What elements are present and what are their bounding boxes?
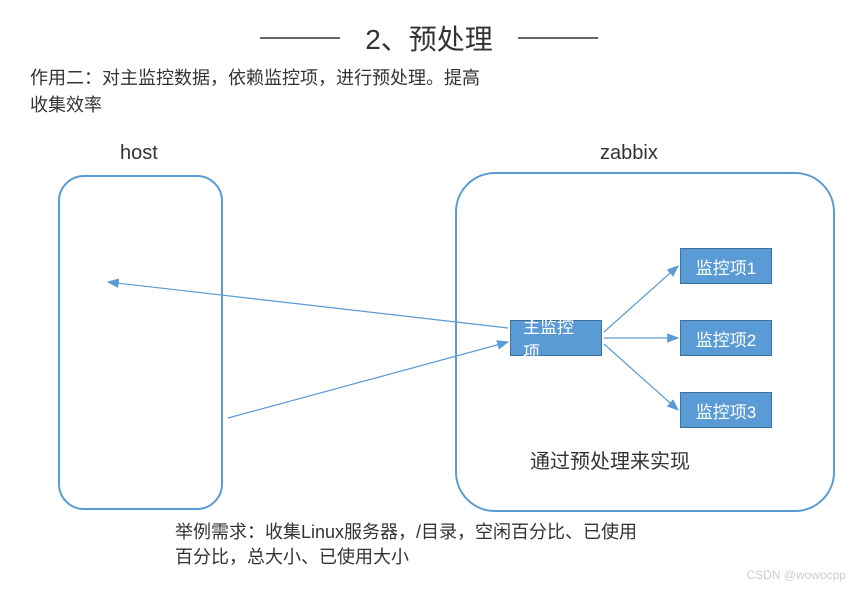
watermark: CSDN @wowocpp [746,568,846,582]
description-text: 作用二：对主监控数据，依赖监控项，进行预处理。提高 收集效率 [30,65,480,119]
preprocess-note: 通过预处理来实现 [530,445,690,474]
node-monitor-2: 监控项2 [680,320,772,356]
host-box [58,175,223,510]
example-text: 举例需求：收集Linux服务器，/目录，空闲百分比、已使用 百分比，总大小、已使… [175,520,637,570]
page-title: 2、预处理 [365,18,493,58]
node-monitor-1: 监控项1 [680,248,772,284]
example-line1: 举例需求：收集Linux服务器，/目录，空闲百分比、已使用 [175,520,637,545]
preprocess-note-text: 通过预处理来实现 [530,451,690,473]
description-line1: 作用二：对主监控数据，依赖监控项，进行预处理。提高 [30,65,480,92]
title-row: 2、预处理 [0,18,858,58]
example-line2: 百分比，总大小、已使用大小 [175,545,637,570]
host-label: host [120,142,158,165]
title-line-right [518,37,598,39]
node-main-monitor: 主监控项 [510,320,602,356]
node-monitor-3: 监控项3 [680,392,772,428]
description-line2: 收集效率 [30,92,480,119]
zabbix-label: zabbix [600,142,658,165]
title-line-left [260,37,340,39]
